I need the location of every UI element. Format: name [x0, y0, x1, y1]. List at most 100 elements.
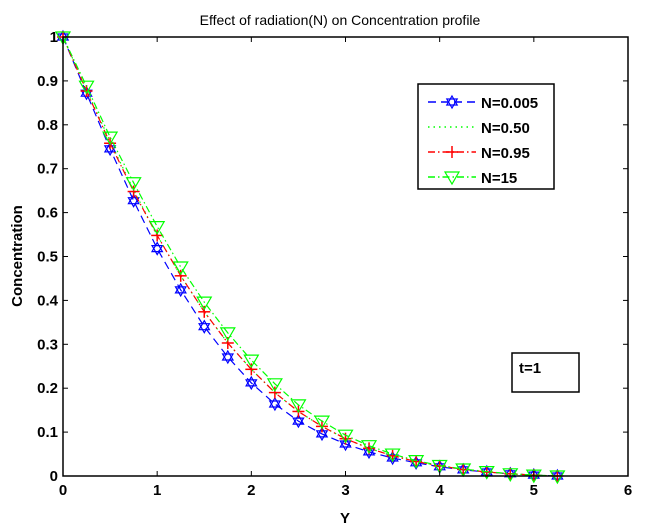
y-tick-label: 0.5	[37, 249, 58, 266]
triangle-down-marker	[360, 440, 378, 454]
legend-entry: N=0.50	[428, 120, 530, 137]
x-tick-label: 0	[59, 482, 67, 499]
axes: 0 1 2 3 4 5 6 0 0.1 0.2 0.3 0.4 0.5 0.6 0.7 0.8 0.9 1	[37, 29, 632, 499]
hexagram-marker	[445, 94, 459, 110]
triangle-down-marker	[549, 470, 566, 485]
triangle-down-marker	[443, 171, 461, 186]
hexagram-marker	[198, 319, 211, 334]
hexagram-marker	[127, 193, 140, 208]
plus-marker	[446, 146, 458, 158]
hexagram-marker-tri-down	[292, 417, 305, 429]
y-tick-label: 0.3	[37, 336, 58, 353]
y-tick-label: 0	[50, 468, 58, 485]
triangle-down-marker	[290, 399, 307, 414]
triangle-down-marker	[478, 466, 495, 480]
triangle-down-marker	[102, 131, 119, 146]
triangle-down-marker	[54, 31, 72, 46]
plus-marker	[151, 229, 164, 242]
triangle-down-marker	[196, 296, 213, 311]
hexagram-marker-tri-up	[150, 241, 164, 253]
hexagram-marker	[292, 413, 305, 429]
y-tick-label: 0.2	[37, 380, 58, 397]
y-tick-label: 1	[50, 29, 58, 46]
legend-entry: N=0.95	[428, 145, 530, 162]
plus-marker	[127, 185, 140, 198]
legend-label: N=0.005	[481, 95, 538, 112]
x-tick-label: 6	[624, 482, 632, 499]
y-tick-label: 0.6	[37, 205, 58, 222]
hexagram-marker-tri-down	[221, 353, 235, 365]
hexagram-marker-tri-down	[174, 286, 187, 298]
hexagram-marker	[221, 349, 235, 365]
triangle-down-marker	[78, 80, 95, 95]
hexagram-marker-tri-down	[127, 197, 140, 208]
triangle-down-marker	[243, 354, 260, 369]
plus-marker	[315, 420, 328, 433]
legend: N=0.005 N=0.50 N=0.95 N=15	[417, 83, 555, 190]
hexagram-marker-tri-up	[292, 413, 305, 425]
hexagram-marker-tri-up	[221, 349, 235, 361]
hexagram-marker-tri-up	[445, 94, 459, 106]
legend-label: N=15	[481, 170, 517, 187]
chart-title: Effect of radiation(N) on Concentration …	[200, 12, 481, 28]
hexagram-marker-tri-up	[127, 193, 140, 205]
triangle-down-marker	[172, 261, 189, 276]
triangle-down-marker	[266, 378, 283, 393]
series-n-15	[54, 31, 566, 485]
plot-area	[54, 29, 566, 485]
y-tick-label: 0.8	[37, 117, 58, 134]
hexagram-marker	[150, 241, 164, 256]
plus-marker	[268, 386, 281, 399]
x-tick-label: 5	[530, 482, 538, 499]
triangle-down-marker	[125, 177, 142, 191]
legend-label: N=0.95	[481, 145, 530, 162]
x-tick-label: 3	[341, 482, 349, 499]
y-tick-label: 0.7	[37, 161, 58, 178]
hexagram-marker-tri-up	[315, 426, 329, 438]
annotation-frame	[511, 352, 580, 393]
x-axis-label: Y	[340, 510, 350, 527]
legend-entry: N=15	[428, 170, 517, 187]
hexagram-marker-tri-up	[268, 396, 282, 408]
annotation-box: t=1	[511, 352, 580, 393]
hexagram-marker-tri-up	[245, 375, 258, 387]
hexagram-marker-tri-up	[339, 436, 352, 448]
plus-marker	[245, 363, 258, 376]
y-axis-label: Concentration	[9, 205, 26, 307]
legend-label: N=0.50	[481, 120, 530, 137]
y-tick-label: 0.1	[37, 424, 58, 441]
triangle-down-marker	[502, 468, 519, 482]
triangle-down-marker	[431, 459, 448, 474]
series-line	[62, 36, 558, 477]
hexagram-marker-tri-down	[268, 400, 282, 412]
hexagram-marker-tri-down	[150, 245, 164, 256]
y-tick-label: 0.9	[37, 73, 58, 90]
hexagram-marker	[174, 282, 187, 298]
series-line	[62, 36, 558, 477]
triangle-down-marker	[337, 429, 354, 444]
triangle-down-marker	[455, 463, 472, 478]
hexagram-marker-tri-down	[445, 98, 459, 110]
triangle-down-marker	[313, 415, 331, 430]
hexagram-marker-tri-up	[174, 282, 187, 294]
legend-box	[417, 83, 555, 190]
hexagram-marker	[245, 375, 258, 391]
triangle-down-marker	[219, 327, 236, 342]
hexagram-marker-tri-down	[245, 379, 258, 391]
x-tick-label: 1	[153, 482, 161, 499]
hexagram-marker-tri-up	[198, 319, 211, 331]
hexagram-marker	[268, 396, 282, 412]
triangle-down-marker	[149, 221, 166, 235]
plus-marker	[198, 305, 211, 318]
series-line	[62, 36, 558, 477]
triangle-down-marker	[384, 448, 401, 463]
triangle-down-marker	[408, 455, 425, 469]
x-tick-label: 4	[435, 482, 444, 499]
plus-marker	[174, 269, 187, 282]
hexagram-marker-tri-down	[198, 323, 211, 334]
y-tick-label: 0.4	[37, 292, 59, 309]
plus-marker	[80, 84, 93, 97]
hexagram-marker-tri-up	[362, 444, 376, 456]
